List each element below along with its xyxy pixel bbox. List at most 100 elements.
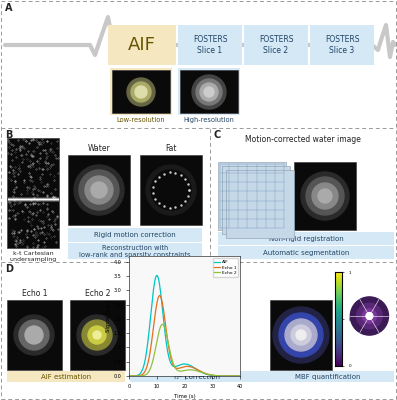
Bar [310, 25, 374, 65]
Bar [226, 170, 294, 238]
Text: Fat: Fat [165, 144, 177, 153]
Text: Non-rigid registration: Non-rigid registration [269, 236, 343, 242]
Echo 1 [228, 374, 233, 378]
Bar [218, 162, 286, 230]
AIF [193, 366, 198, 371]
Circle shape [146, 165, 196, 215]
Circle shape [312, 183, 338, 209]
Circle shape [74, 165, 124, 215]
Bar [263, 371, 394, 382]
Circle shape [366, 312, 373, 320]
Circle shape [273, 307, 329, 363]
Echo 2 [221, 374, 225, 378]
Bar [70, 300, 125, 370]
Echo 2 [193, 368, 198, 373]
Text: Motion-corrected water image: Motion-corrected water image [245, 135, 361, 144]
Bar [68, 243, 202, 259]
AIF [228, 374, 233, 378]
Bar [178, 25, 242, 65]
Circle shape [296, 330, 306, 340]
Echo 1 [221, 374, 225, 378]
Echo 2 [228, 374, 233, 378]
Text: Low-resolution: Low-resolution [117, 117, 165, 123]
Bar [270, 300, 332, 370]
AIF [154, 273, 159, 278]
Circle shape [362, 309, 376, 323]
Bar [218, 232, 394, 245]
Bar [178, 68, 240, 115]
Echo 2 [160, 322, 165, 327]
Echo 2 [193, 368, 198, 373]
Text: FOSTERS
Slice 3: FOSTERS Slice 3 [325, 35, 359, 55]
Text: D: D [5, 264, 13, 274]
Echo 1 [195, 367, 200, 372]
Bar [140, 155, 202, 225]
Bar [7, 300, 62, 370]
Text: FOSTERS
Slice 1: FOSTERS Slice 1 [193, 35, 227, 55]
Circle shape [93, 331, 101, 339]
Bar [7, 138, 59, 248]
AIF [221, 374, 225, 378]
Text: AIF estimation: AIF estimation [41, 374, 91, 380]
Circle shape [19, 320, 49, 350]
Echo 1 [238, 374, 243, 378]
Circle shape [91, 182, 107, 198]
Text: Echo 2: Echo 2 [85, 289, 110, 298]
Text: Automatic segmentation: Automatic segmentation [263, 250, 349, 256]
AIF [127, 374, 132, 378]
Bar [244, 25, 308, 65]
Circle shape [82, 320, 112, 350]
Circle shape [85, 176, 113, 204]
Text: Echo 1: Echo 1 [22, 289, 47, 298]
Circle shape [127, 78, 155, 106]
Circle shape [88, 326, 106, 344]
Line: Echo 1: Echo 1 [129, 296, 240, 376]
Text: AIF: AIF [128, 36, 156, 54]
Text: Reconstruction with
low-rank and sparsity constraints: Reconstruction with low-rank and sparsit… [79, 244, 191, 258]
X-axis label: Time (s): Time (s) [174, 394, 195, 399]
Echo 1 [193, 366, 198, 371]
Bar [112, 70, 170, 113]
Text: C: C [213, 130, 220, 140]
Text: MBF quantification: MBF quantification [295, 374, 361, 380]
Text: T₂* correction: T₂* correction [172, 374, 220, 380]
AIF [127, 374, 131, 378]
AIF [238, 374, 243, 378]
Circle shape [357, 303, 382, 329]
Circle shape [131, 82, 151, 102]
Text: A: A [5, 3, 12, 13]
Circle shape [14, 315, 54, 355]
Circle shape [200, 83, 218, 101]
Circle shape [204, 87, 214, 97]
Circle shape [196, 79, 222, 105]
Circle shape [285, 319, 317, 351]
Text: k-t Cartesian
undersampling: k-t Cartesian undersampling [10, 251, 57, 262]
Text: FOSTERS
Slice 2: FOSTERS Slice 2 [259, 35, 293, 55]
Circle shape [306, 177, 344, 215]
Line: Echo 2: Echo 2 [129, 324, 240, 376]
Echo 2 [238, 374, 243, 378]
Bar [222, 166, 290, 234]
Circle shape [318, 189, 332, 203]
Circle shape [135, 86, 147, 98]
Echo 1 [127, 374, 132, 378]
Bar [7, 371, 125, 382]
Circle shape [25, 326, 43, 344]
AIF [195, 368, 200, 372]
Bar [110, 68, 172, 115]
Bar [180, 70, 238, 113]
AIF [193, 366, 198, 371]
Circle shape [279, 313, 323, 357]
Bar [294, 162, 356, 230]
Bar [108, 25, 176, 65]
Bar [130, 371, 263, 382]
Echo 2 [195, 369, 200, 374]
Text: High-resolution: High-resolution [183, 117, 235, 123]
Circle shape [79, 170, 119, 210]
Circle shape [301, 172, 349, 220]
Line: AIF: AIF [129, 276, 240, 376]
Bar [218, 246, 394, 259]
Echo 2 [127, 374, 131, 378]
Text: B: B [5, 130, 12, 140]
Echo 1 [157, 293, 162, 298]
